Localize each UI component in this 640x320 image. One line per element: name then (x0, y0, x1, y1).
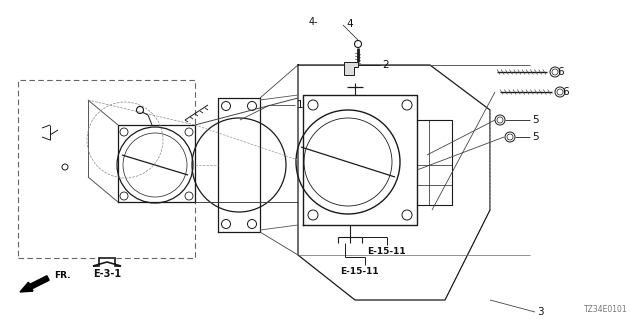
Text: 5: 5 (532, 115, 539, 125)
Text: TZ34E0101: TZ34E0101 (584, 306, 628, 315)
Text: 6: 6 (562, 87, 568, 97)
Text: 4-: 4- (308, 17, 318, 27)
Polygon shape (344, 62, 358, 75)
Text: 3: 3 (537, 307, 543, 317)
Text: FR.: FR. (54, 270, 70, 279)
Text: E-15-11: E-15-11 (367, 246, 406, 255)
Text: 2: 2 (382, 60, 388, 70)
Text: E-15-11: E-15-11 (340, 267, 379, 276)
Bar (18, 80, 195, 258)
Text: 5: 5 (532, 132, 539, 142)
Text: E-3-1: E-3-1 (93, 269, 121, 279)
Polygon shape (93, 258, 121, 266)
Text: 1: 1 (297, 100, 303, 110)
Text: 4: 4 (346, 19, 353, 29)
Polygon shape (20, 276, 49, 292)
Text: 6: 6 (557, 67, 564, 77)
